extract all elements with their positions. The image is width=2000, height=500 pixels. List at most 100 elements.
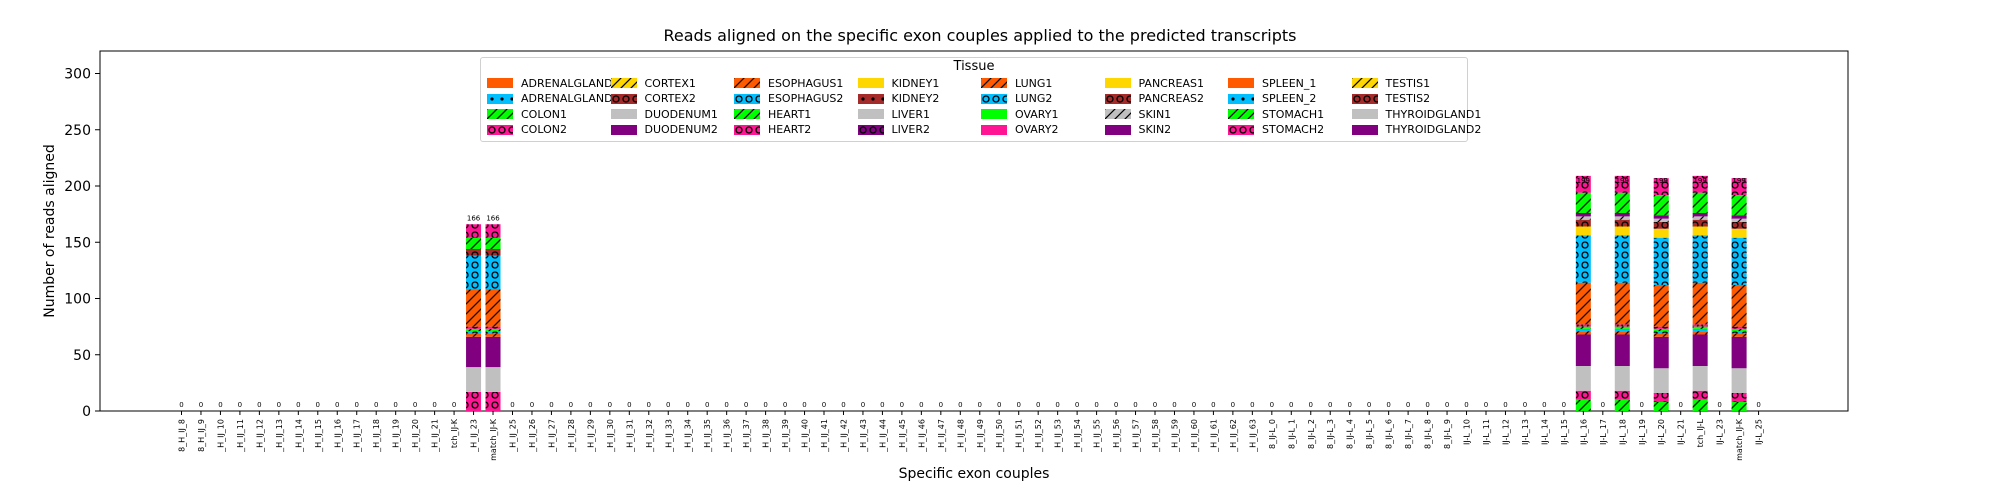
bar-segment — [1575, 282, 1591, 325]
bar-total-label: 0 — [1250, 401, 1254, 409]
x-tick-label: IJ-L_10 — [1463, 419, 1472, 445]
bar-segment — [1731, 368, 1747, 393]
bar-total-label: 0 — [452, 401, 456, 409]
x-tick-label: _H_IJ_43 — [859, 419, 868, 453]
bar-total-label: 0 — [1640, 401, 1644, 409]
legend-label: COLON2 — [521, 123, 567, 136]
bar-segment — [1653, 328, 1669, 332]
bar-segment — [1692, 213, 1708, 217]
legend-item: SKIN2 — [1104, 123, 1171, 137]
bar-segment — [1614, 328, 1630, 332]
bar-segment — [1653, 393, 1669, 402]
legend-label: STOMACH1 — [1262, 107, 1325, 121]
bar-segment — [466, 224, 482, 238]
bar-segment — [1692, 334, 1708, 366]
bar-segment — [1614, 324, 1630, 327]
legend-swatch — [1351, 78, 1378, 88]
bar-total-label: 0 — [919, 401, 923, 409]
x-tick-label: _H_IJ_10 — [216, 419, 225, 453]
legend-label: SKIN1 — [1138, 107, 1172, 121]
bar-total-label: 0 — [783, 401, 787, 409]
x-tick-label: _H_IJ_59 — [1170, 419, 1179, 453]
bar-segment — [1614, 192, 1630, 213]
bar-segment — [1692, 366, 1708, 391]
bar-segment — [466, 249, 482, 256]
x-tick-label: _H_IJ_61 — [1209, 419, 1218, 453]
bar-segment — [1653, 228, 1669, 238]
x-tick-label: _H_IJ_32 — [645, 419, 654, 453]
bar-segment — [1575, 366, 1591, 391]
legend-swatch — [981, 78, 1007, 88]
legend-label: KIDNEY2 — [891, 92, 940, 105]
bar-total-label: 0 — [1172, 401, 1176, 409]
bar-total-label: 0 — [1153, 401, 1157, 409]
bar-segment — [1731, 195, 1747, 216]
x-tick-label: 8_IJ-L_4 — [1346, 419, 1355, 449]
bar-segment — [485, 237, 501, 249]
bar-total-label: 0 — [1055, 401, 1059, 409]
legend-swatch — [1104, 93, 1131, 104]
legend-swatch — [1228, 109, 1254, 119]
legend-label: DUODENUM1 — [644, 107, 718, 121]
x-tick-label: IJ-L_18 — [1618, 419, 1627, 445]
legend-item: SKIN1 — [1104, 107, 1172, 121]
bar-total-label: 0 — [1445, 401, 1449, 409]
x-tick-label: _H_IJ_37 — [742, 419, 751, 453]
legend-swatch — [487, 109, 513, 119]
x-tick-label: _H_IJ_19 — [392, 419, 401, 453]
x-tick-label: _H_IJ_11 — [236, 419, 245, 453]
legend-label: ADRENALGLAND1 — [521, 76, 620, 90]
legend-item: DUODENUM1 — [610, 107, 718, 121]
legend-item: LIVER2 — [857, 123, 930, 137]
bar-total-label: 0 — [569, 401, 573, 409]
legend-swatch — [734, 93, 760, 104]
x-tick-label: _H_IJ_44 — [878, 419, 887, 453]
x-tick-label: IJ-L_17 — [1599, 419, 1608, 445]
legend-item: STOMACH1 — [1228, 107, 1324, 121]
x-tick-label: _H_IJ_46 — [917, 419, 926, 453]
bar-total-label: 0 — [978, 401, 982, 409]
x-tick-label: _H_IJ_39 — [781, 419, 790, 453]
bar-total-label: 0 — [277, 401, 281, 409]
legend-label: CORTEX1 — [644, 76, 696, 90]
bar-segment — [1731, 326, 1747, 329]
bar-total-label: 0 — [880, 401, 884, 409]
bar-segment — [1731, 228, 1747, 238]
x-tick-label: IJ-L_15 — [1560, 419, 1569, 445]
bar-total-label: 0 — [1347, 401, 1351, 409]
bar-total-label: 0 — [958, 401, 962, 409]
bar-segment — [1731, 328, 1747, 332]
bar-total-label: 0 — [238, 401, 242, 409]
bar-total-label: 166 — [467, 214, 481, 222]
legend: Tissue ADRENALGLAND1 ADRENALGLAND2 COLON1 C… — [480, 57, 1481, 142]
bar-segment — [466, 328, 482, 332]
bar-total-label: 0 — [1367, 401, 1371, 409]
bar-segment — [1614, 219, 1630, 227]
x-tick-label: _H_IJ_48 — [956, 419, 965, 453]
legend-label: OVARY2 — [1015, 123, 1059, 136]
y-tick-label: 50 — [73, 348, 91, 364]
bar-total-label: 0 — [257, 401, 261, 409]
bar-total-label: 0 — [900, 401, 904, 409]
bar-segment — [1731, 336, 1747, 369]
bar-segment — [1653, 402, 1669, 411]
legend-swatch — [981, 124, 1007, 135]
bar-segment — [1575, 192, 1591, 213]
x-tick-label: _H_IJ_25 — [508, 419, 517, 453]
x-tick-label: _H_IJ_17 — [353, 419, 362, 453]
x-tick-label: 8_IJ-L_2 — [1307, 419, 1316, 449]
bar-total-label: 0 — [549, 401, 553, 409]
bar-segment — [1653, 326, 1669, 329]
legend-swatch — [857, 124, 884, 135]
bar-total-label: 0 — [1133, 401, 1137, 409]
bar-total-label: 0 — [316, 401, 320, 409]
x-axis: 8_H_IJ_8 8_H_IJ_9 _H_IJ_10 _H_IJ_11 _H_IJ_12… — [178, 411, 1764, 461]
x-tick-label: _H_IJ_50 — [995, 419, 1004, 453]
x-tick-label: _H_IJ_49 — [976, 419, 985, 453]
bar-segment — [1692, 326, 1708, 329]
bar-total-label: 0 — [1386, 401, 1390, 409]
bar-segment — [485, 331, 501, 334]
bar-segment — [1692, 331, 1708, 335]
legend-item: ESOPHAGUS1 — [734, 76, 843, 90]
bar-total-label: 0 — [627, 401, 631, 409]
